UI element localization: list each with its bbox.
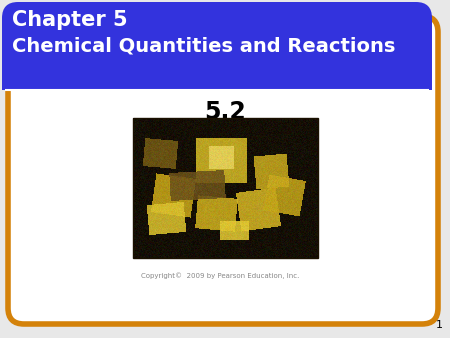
Bar bbox=[2, 74, 432, 90]
FancyBboxPatch shape bbox=[2, 2, 432, 90]
Text: Molar Mass: Molar Mass bbox=[149, 123, 301, 147]
Text: Chapter 5: Chapter 5 bbox=[12, 10, 128, 30]
Bar bbox=[133, 118, 318, 258]
Text: Copyright©  2009 by Pearson Education, Inc.: Copyright© 2009 by Pearson Education, In… bbox=[141, 273, 299, 279]
FancyBboxPatch shape bbox=[8, 16, 438, 324]
Text: 5.2: 5.2 bbox=[204, 100, 246, 124]
Text: Chemical Quantities and Reactions: Chemical Quantities and Reactions bbox=[12, 36, 396, 55]
Text: 1: 1 bbox=[436, 320, 443, 330]
